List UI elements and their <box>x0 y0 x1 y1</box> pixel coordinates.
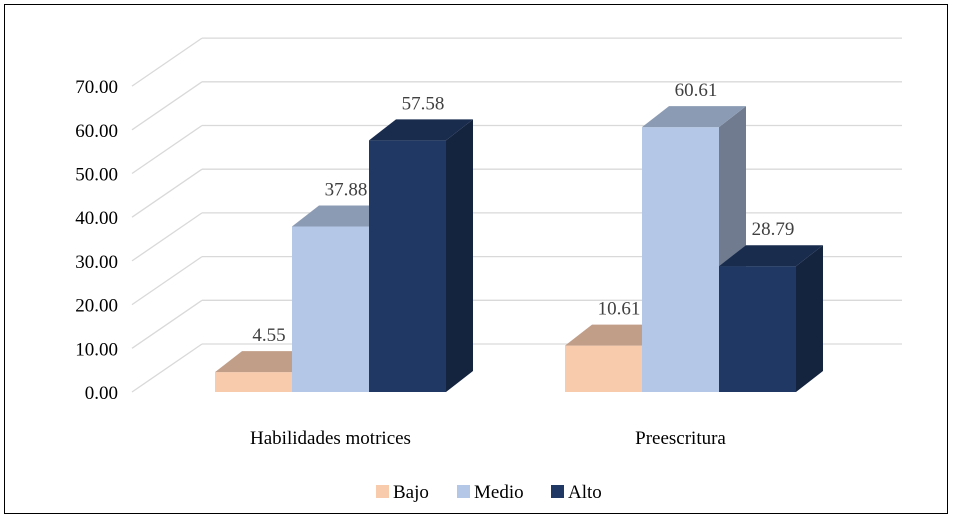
y-tick-label: 50.00 <box>75 165 118 186</box>
y-tick-label: 10.00 <box>75 339 118 360</box>
bar-side <box>796 245 823 392</box>
legend: Bajo Medio Alto <box>376 482 602 503</box>
data-label: 57.58 <box>402 93 445 114</box>
bars: 4.55 37.88 57.58 10.61 60.61 28.79 <box>215 80 823 392</box>
y-tick-label: 60.00 <box>75 121 118 142</box>
y-tick-label: 20.00 <box>75 296 118 317</box>
gridline-diagonal <box>131 256 203 306</box>
bar-top <box>719 245 823 267</box>
gridline-diagonal <box>131 299 203 349</box>
gridline-diagonal <box>131 168 203 218</box>
bar-front <box>215 372 292 392</box>
legend-swatch-medio <box>457 485 470 498</box>
data-label: 4.55 <box>252 325 285 346</box>
legend-label-alto: Alto <box>568 482 602 503</box>
data-label: 60.61 <box>675 80 718 101</box>
y-tick-label: 40.00 <box>75 208 118 229</box>
data-label: 37.88 <box>325 179 368 200</box>
bar-alto: 57.58 <box>369 93 473 392</box>
bar-front <box>565 345 642 392</box>
category-label: Habilidades motrices <box>250 428 411 449</box>
gridline-diagonal <box>131 343 203 393</box>
bar-top <box>369 119 473 141</box>
data-label: 28.79 <box>752 219 795 240</box>
category-label: Preescritura <box>635 428 726 449</box>
legend-label-medio: Medio <box>474 482 524 503</box>
bar-alto: 28.79 <box>719 219 823 392</box>
gridline-diagonal <box>131 37 203 87</box>
y-axis-ticks: 0.00 10.00 20.00 30.00 40.00 50.00 60.00 70.00 <box>75 77 118 404</box>
gridline-diagonal <box>131 212 203 262</box>
gridline-diagonal <box>131 124 203 175</box>
y-tick-label: 0.00 <box>85 383 118 404</box>
bar-side <box>446 119 473 392</box>
bar-front <box>369 140 446 392</box>
gridline-diagonal <box>131 81 203 131</box>
x-axis-categories: Habilidades motrices Preescritura <box>250 428 726 449</box>
legend-swatch-alto <box>551 485 564 498</box>
legend-swatch-bajo <box>376 485 389 498</box>
y-tick-label: 70.00 <box>75 77 118 98</box>
legend-label-bajo: Bajo <box>393 482 429 503</box>
bar-top <box>642 106 746 128</box>
data-label: 10.61 <box>598 299 641 320</box>
bar-front <box>292 226 369 392</box>
bar-front <box>719 266 796 392</box>
bar-front <box>642 127 719 392</box>
y-tick-label: 30.00 <box>75 252 118 273</box>
